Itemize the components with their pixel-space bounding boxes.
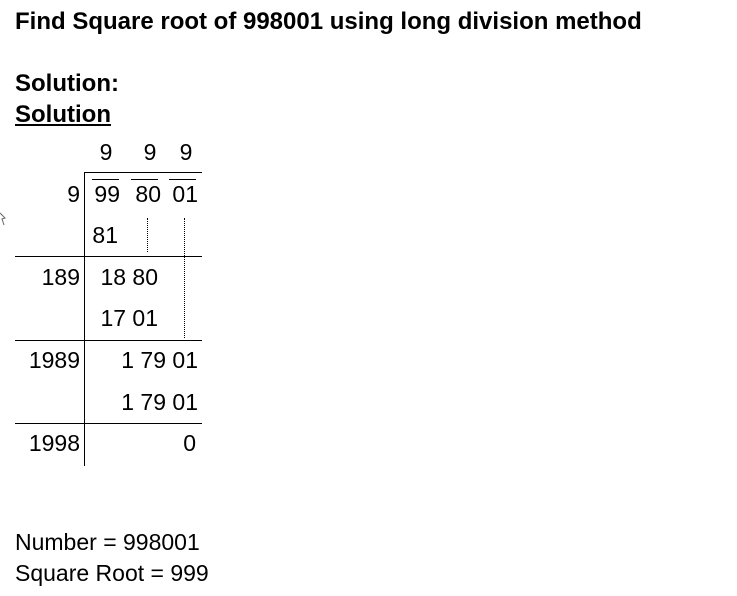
pair-overline [131, 179, 158, 180]
quotient-digit: 9 [179, 139, 193, 165]
divisor-separator [84, 172, 85, 466]
pair-overline [92, 179, 119, 180]
number-line: Number = 998001 [15, 529, 200, 555]
divisor: 1989 [28, 347, 80, 373]
final-remainder: 0 [183, 430, 196, 456]
quotient-digit: 9 [143, 139, 157, 165]
quotient-digit: 9 [99, 139, 113, 165]
dividend-pair: 01 [172, 181, 198, 207]
page-title: Find Square root of 998001 using long di… [15, 8, 642, 35]
bring-down-guide [184, 218, 185, 338]
brought-down-value: 18 80 [100, 264, 158, 290]
row-rule [15, 423, 202, 424]
subtraction-value: 1 79 01 [121, 389, 198, 415]
row-rule [15, 256, 202, 257]
square-root-line: Square Root = 999 [15, 560, 209, 586]
divisor: 189 [41, 264, 80, 290]
brought-down-value: 1 79 01 [121, 347, 198, 373]
dividend-pair: 80 [135, 181, 161, 207]
dividend-pair: 99 [94, 181, 120, 207]
pair-overline [169, 179, 196, 180]
solution-label: Solution: [15, 70, 119, 97]
solution-heading: Solution [15, 101, 111, 128]
bring-down-guide [147, 218, 148, 252]
cursor-fragment-icon [0, 212, 6, 226]
divisor: 9 [67, 181, 80, 207]
row-rule [15, 340, 202, 341]
quotient-rule [84, 172, 202, 173]
subtraction-value: 17 01 [100, 305, 158, 331]
subtraction-value: 81 [92, 222, 118, 248]
divisor: 1998 [28, 430, 80, 456]
